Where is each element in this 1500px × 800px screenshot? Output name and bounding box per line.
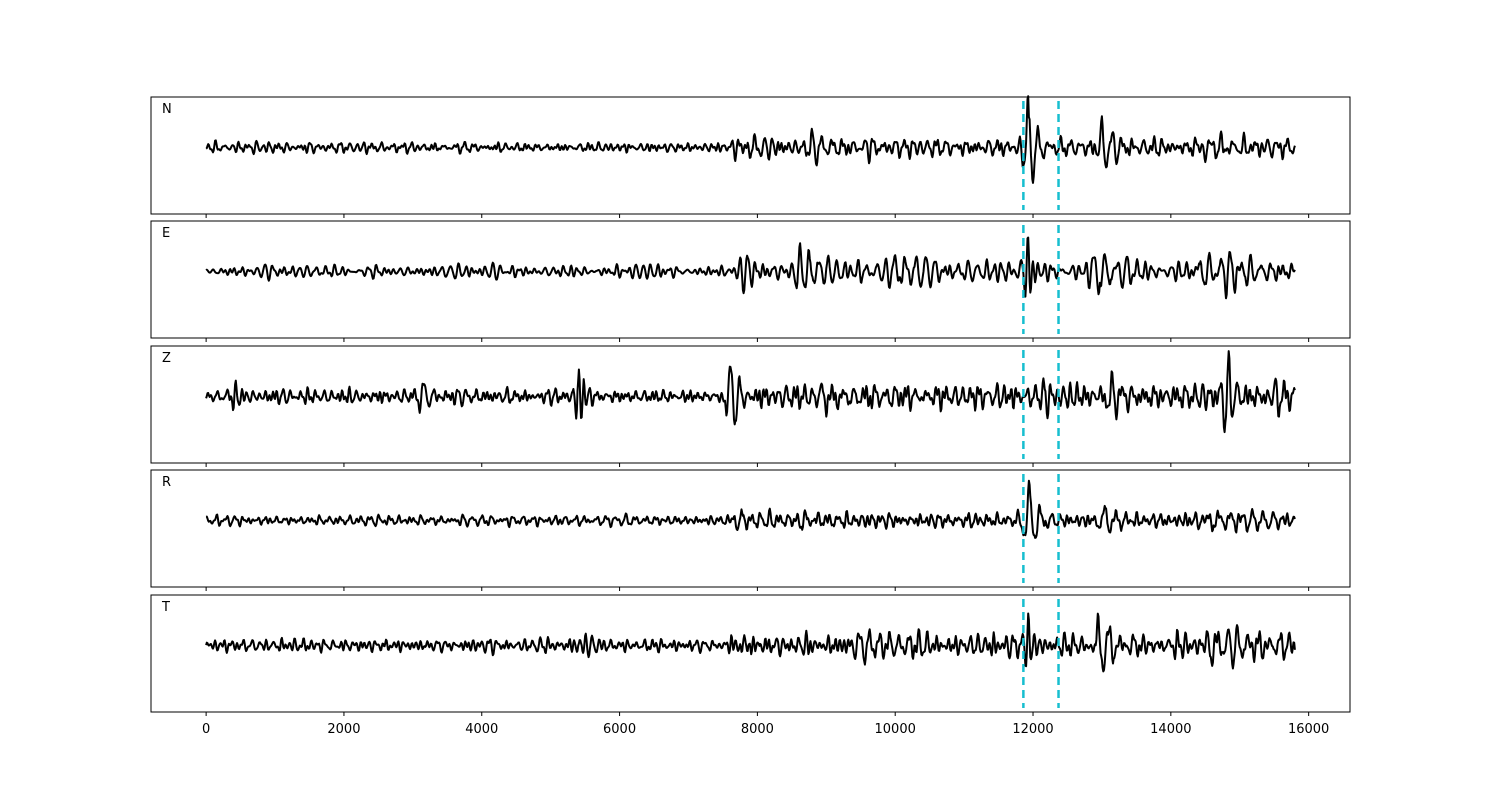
panel-e: E — [150, 220, 1351, 342]
x-tick-label: 16000 — [1288, 722, 1329, 737]
panel-z: Z — [150, 345, 1351, 467]
trace-t — [205, 612, 1296, 673]
x-tick-label: 6000 — [603, 722, 636, 737]
x-tick-label: 8000 — [741, 722, 774, 737]
trace-e — [205, 236, 1296, 300]
trace-n — [205, 95, 1296, 184]
panel-frame — [150, 594, 1351, 713]
panel-frame — [150, 345, 1351, 464]
panel-t: T — [150, 594, 1351, 716]
panel-frame — [150, 96, 1351, 215]
x-tick-label: 0 — [202, 722, 210, 737]
panel-r: R — [150, 469, 1351, 591]
x-tick-label: 14000 — [1150, 722, 1191, 737]
panel-label: E — [162, 226, 170, 241]
trace-z — [205, 350, 1296, 434]
x-tick-label: 12000 — [1012, 722, 1053, 737]
panel-label: Z — [162, 351, 171, 366]
panel-label: R — [162, 475, 171, 490]
panel-frame — [150, 220, 1351, 339]
x-tick-label: 10000 — [875, 722, 916, 737]
trace-r — [205, 479, 1296, 539]
x-tick-label: 2000 — [327, 722, 360, 737]
panel-label: T — [161, 600, 170, 615]
panel-label: N — [162, 102, 172, 117]
panel-frame — [150, 469, 1351, 588]
x-tick-label: 4000 — [465, 722, 498, 737]
panel-n: N — [150, 95, 1351, 218]
